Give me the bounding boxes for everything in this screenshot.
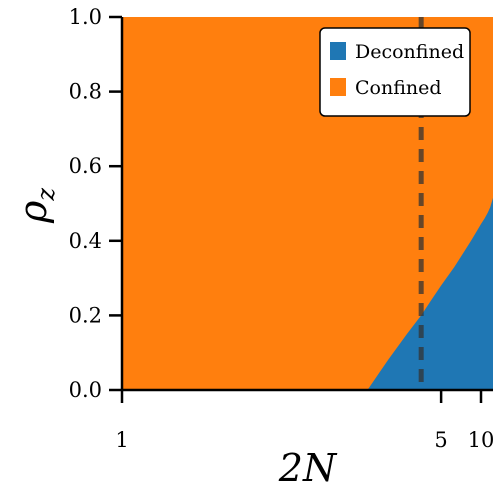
x-ticks: 1 5 10 xyxy=(115,390,493,452)
y-tick-label: 1.0 xyxy=(69,5,102,29)
y-axis-label-sub: z xyxy=(32,188,60,202)
y-ticks: 0.0 0.2 0.4 0.6 0.8 1.0 xyxy=(69,5,122,402)
x-axis-label: 2N xyxy=(278,446,338,489)
legend-swatch xyxy=(330,78,346,96)
legend-label: Deconfined xyxy=(355,41,464,63)
y-tick-label: 0.2 xyxy=(69,303,102,327)
legend-box xyxy=(319,27,471,117)
axes: 0.00.20.40.60.81.0 1 5 10 xyxy=(69,5,493,452)
y-axis-label-main: ρ xyxy=(11,200,55,224)
y-axis-label: ρz xyxy=(11,188,60,224)
y-tick-label: 0.8 xyxy=(69,80,102,104)
deconfined-region xyxy=(367,197,493,390)
x-tick-label: 1 xyxy=(115,428,128,452)
legend-items: Deconfined Confined xyxy=(330,41,464,99)
y-tick-label: 0.6 xyxy=(69,154,102,178)
legend-label: Confined xyxy=(355,77,442,99)
y-tick-label: 0.4 xyxy=(69,229,102,253)
x-tick-label: 10 xyxy=(468,428,493,452)
legend-swatch xyxy=(330,42,346,60)
legend: Deconfined Confined xyxy=(319,27,471,117)
x-tick-label: 5 xyxy=(434,428,447,452)
y-tick-label: 0.0 xyxy=(69,378,102,402)
